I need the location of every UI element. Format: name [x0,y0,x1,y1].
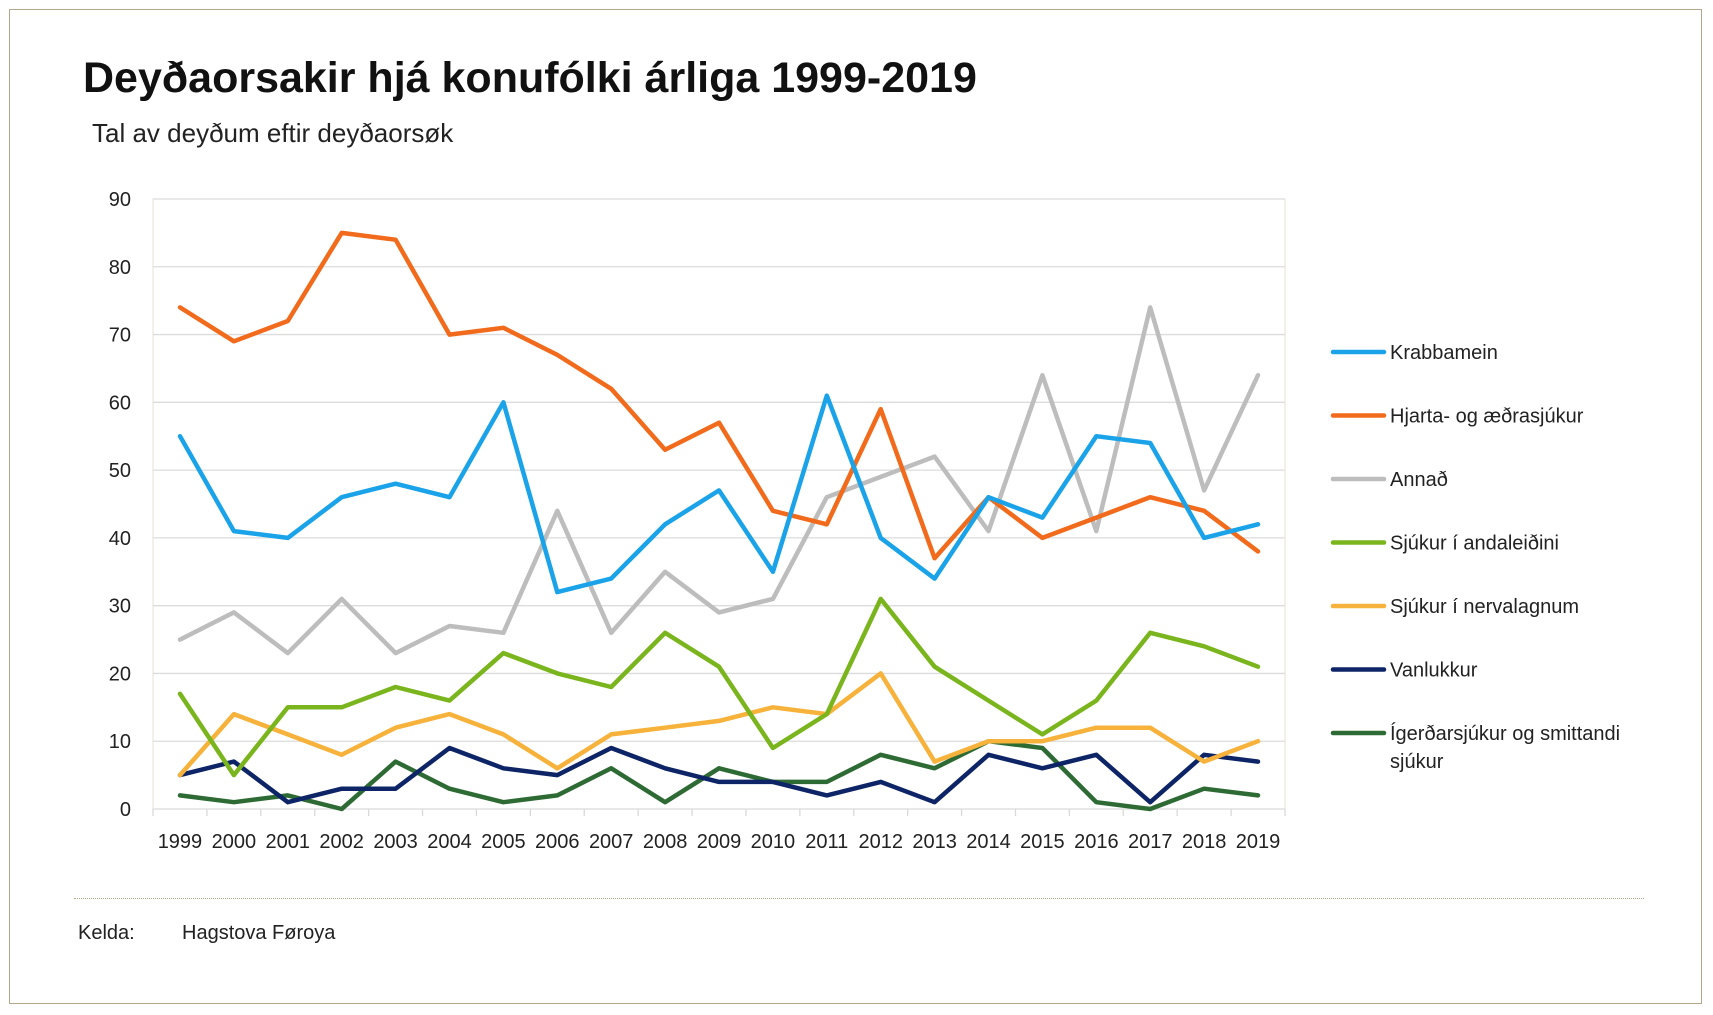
x-tick-label: 2018 [1182,831,1227,853]
x-tick-label: 2003 [373,831,418,853]
grid [152,198,1286,810]
y-tick-label: 70 [109,325,131,347]
axes: 0 10 20 30 40 50 60 70 80 90 1999 2000 2001 2002 2003 2… [109,189,1286,853]
legend-label: Annað [1390,469,1448,491]
x-tick-label: 2013 [912,831,957,853]
y-tick-label: 60 [109,392,131,414]
y-tick-label: 90 [109,189,131,211]
x-tick-label: 2000 [212,831,257,853]
source-value: Hagstova Føroya [182,922,336,944]
y-tick-label: 10 [109,731,131,753]
y-tick-label: 30 [109,596,131,618]
x-tick-label: 2015 [1020,831,1065,853]
x-tick-label: 2019 [1236,831,1281,853]
series-line-4 [177,596,1261,778]
legend-label: Vanlukkur [1390,660,1478,682]
x-tick-label: 2017 [1128,831,1173,853]
y-tick-label: 40 [109,528,131,550]
legend: Krabbamein Hjarta- og æðrasjúkur Annað Sjúk… [1330,342,1620,773]
x-tick-label: 2006 [535,831,580,853]
chart-frame [9,9,1702,1004]
legend-label: sjúkur [1390,751,1444,773]
legend-label: Sjúkur í andaleiðini [1390,533,1559,555]
footer-divider [74,898,1644,899]
series-line-2 [177,230,1261,561]
series-line-7 [177,738,1261,812]
series-line-5 [177,671,1261,778]
x-tick-label: 2001 [266,831,311,853]
x-tick-label: 2009 [697,831,742,853]
series-line-3 [177,305,1261,656]
y-tick-label: 20 [109,663,131,685]
legend-label: Krabbamein [1390,342,1498,364]
legend-label: Ígerðarsjúkur og smittandi [1390,722,1620,745]
chart-subtitle: Tal av deyðum eftir deyðaorsøk [92,118,454,148]
x-tick-label: 2007 [589,831,634,853]
x-tick-label: 2008 [643,831,688,853]
x-tick-label: 2012 [858,831,903,853]
series-lines [177,230,1261,812]
legend-label: Hjarta- og æðrasjúkur [1390,406,1584,428]
x-tick-label: 1999 [158,831,203,853]
y-tick-label: 0 [120,799,131,821]
x-tick-label: 2005 [481,831,526,853]
x-tick-label: 2011 [805,831,848,853]
plot-area [152,198,1286,810]
x-tick-label: 2014 [966,831,1011,853]
y-tick-label: 80 [109,257,131,279]
chart-title: Deyðaorsakir hjá konufólki árliga 1999-2… [83,54,977,102]
x-tick-label: 2016 [1074,831,1119,853]
y-tick-label: 50 [109,460,131,482]
x-tick-label: 2002 [319,831,364,853]
x-tick-label: 2010 [751,831,796,853]
x-tick-label: 2004 [427,831,472,853]
source-label: Kelda: [78,922,135,944]
legend-label: Sjúkur í nervalagnum [1390,596,1579,618]
